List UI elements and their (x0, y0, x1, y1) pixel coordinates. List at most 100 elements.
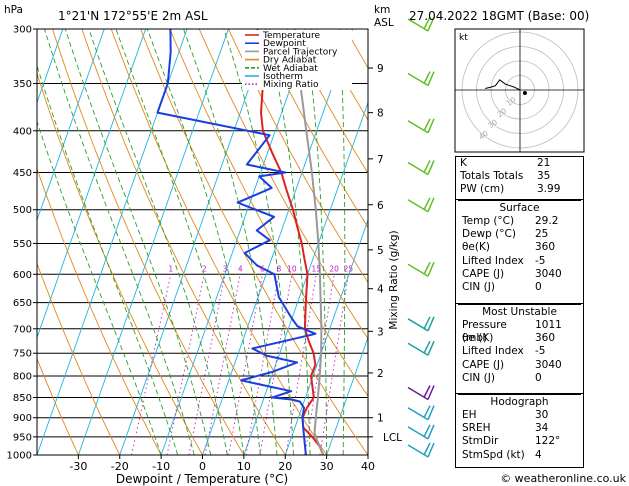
wet-adiabat-line (265, 29, 311, 455)
mixing-ratio-label: 2 (202, 264, 207, 273)
row-value: 3040 (535, 267, 562, 280)
wet-adiabat-line (223, 29, 294, 455)
mixing-ratio-line (245, 274, 280, 455)
wind-barb (407, 424, 435, 440)
row-value: 360 (535, 241, 556, 254)
table-row: EH 30 (458, 409, 581, 422)
p-tick-label: 450 (13, 168, 32, 179)
wet-adiabat-line (146, 29, 261, 455)
axes: 3003504004505005506006507007508008509009… (7, 25, 403, 474)
isotherm-line (37, 29, 64, 104)
legend-entry: Dry Adiabat (263, 56, 317, 66)
row-label: θe(K) (462, 241, 490, 254)
mixing-ratio-line (188, 274, 226, 455)
mixing-ratio-label: 4 (238, 264, 243, 273)
dry-adiabat-line (110, 29, 327, 455)
km-tick-label: 3 (377, 326, 384, 338)
parcel-trajectory-profile (293, 29, 325, 455)
wet-adiabat-line (304, 29, 328, 455)
row-label: Lifted Index (462, 254, 524, 267)
row-value: 3040 (535, 358, 562, 371)
table-row: Temp (°C) 29.2 (458, 215, 581, 228)
mixing-ratio-label: 10 (287, 264, 297, 273)
row-label: CAPE (J) (462, 267, 505, 280)
mixing-ratio-line (319, 274, 349, 455)
wind-barb (407, 442, 435, 458)
row-label: Temp (°C) (462, 215, 515, 227)
lcl-label: LCL (383, 432, 402, 444)
row-label: Totals Totals (460, 170, 524, 183)
row-label: Dewp (°C) (462, 228, 516, 241)
row-label: EH (462, 409, 477, 421)
hodograph-unit: kt (459, 33, 468, 43)
p-tick-label: 900 (13, 413, 32, 424)
table-row: CAPE (J) 3040 (458, 359, 581, 372)
row-label: θe (K) (462, 332, 494, 345)
row-label: PW (cm) (460, 183, 505, 196)
legend-entry: Temperature (262, 31, 320, 41)
isotherm-line (160, 29, 312, 455)
x-axis-title: Dewpoint / Temperature (°C) (116, 472, 288, 486)
mixing-ratio-line (166, 274, 205, 455)
x-tick-label: -10 (152, 460, 170, 473)
row-value: 30 (535, 409, 549, 421)
p-tick-label: 350 (13, 79, 32, 90)
row-label: Pressure (mb) (462, 319, 507, 345)
x-tick-label: 30 (320, 460, 334, 473)
dry-adiabat-line (37, 72, 203, 455)
row-value: 1011 (535, 319, 562, 331)
row-label: Lifted Index (462, 345, 524, 358)
km-unit-label: km (374, 4, 390, 16)
mixing-ratio-line (131, 274, 172, 455)
background-lines (37, 29, 368, 455)
mixing-ratio-label: 1 (168, 264, 173, 273)
table-row: CIN (J) 0 (458, 372, 581, 385)
dry-adiabat-line (169, 29, 368, 397)
wind-barb (407, 385, 435, 401)
wet-adiabat-line (183, 29, 278, 455)
p-tick-label: 500 (13, 205, 32, 216)
mixing-ratio-label: 6 (260, 264, 265, 273)
hodograph-table: Hodograph EH 30 SREH 34 StmDir 122° StmSpd (kt… (455, 394, 584, 468)
x-tick-label: -20 (111, 460, 129, 473)
wind-barb (407, 160, 435, 176)
table-row: CAPE (J) 3040 (458, 268, 581, 281)
km-tick-label: 9 (377, 63, 384, 75)
table-row: θe (K) 360 (458, 332, 581, 345)
table-row: Totals Totals 35 (456, 170, 583, 183)
p-tick-label: 950 (13, 432, 32, 443)
wet-adiabat-line (37, 64, 179, 455)
table-row: K 21 (456, 157, 583, 170)
p-tick-label: 800 (13, 372, 32, 383)
mixing-ratio-label: 3 (223, 264, 228, 273)
row-value: 360 (535, 332, 556, 345)
wet-adiabat-line (115, 29, 245, 455)
table-row: StmDir 122° (458, 435, 581, 448)
row-label: CIN (J) (462, 280, 495, 293)
table-row: CIN (J) 0 (458, 281, 581, 294)
storm-motion-marker (522, 91, 527, 96)
hodograph-trace (485, 79, 521, 91)
wet-adiabat-line (37, 120, 162, 455)
wind-barb (407, 71, 435, 87)
table-row: PW (cm) 3.99 (456, 183, 583, 196)
wet-adiabat-line (88, 29, 228, 455)
dry-adiabat-line (228, 29, 368, 284)
row-value: -5 (535, 254, 546, 267)
legend-entry: Wet Adiabat (263, 64, 318, 74)
mixing-ratio-axis-title: Mixing Ratio (g/kg) (388, 230, 400, 329)
wind-barb (407, 118, 435, 134)
x-tick-label: 10 (237, 460, 251, 473)
dry-adiabat-line (286, 29, 368, 174)
row-label: SREH (462, 422, 491, 435)
km-tick-label: 7 (377, 154, 384, 166)
mixing-ratio-line (228, 274, 263, 455)
x-tick-label: -30 (69, 460, 87, 473)
surface-title: Surface (499, 202, 540, 214)
row-value: 122° (535, 435, 561, 448)
row-value: 4 (535, 448, 542, 461)
row-label: StmSpd (kt) (462, 448, 525, 461)
copyright: © weatheronline.co.uk (500, 472, 626, 485)
